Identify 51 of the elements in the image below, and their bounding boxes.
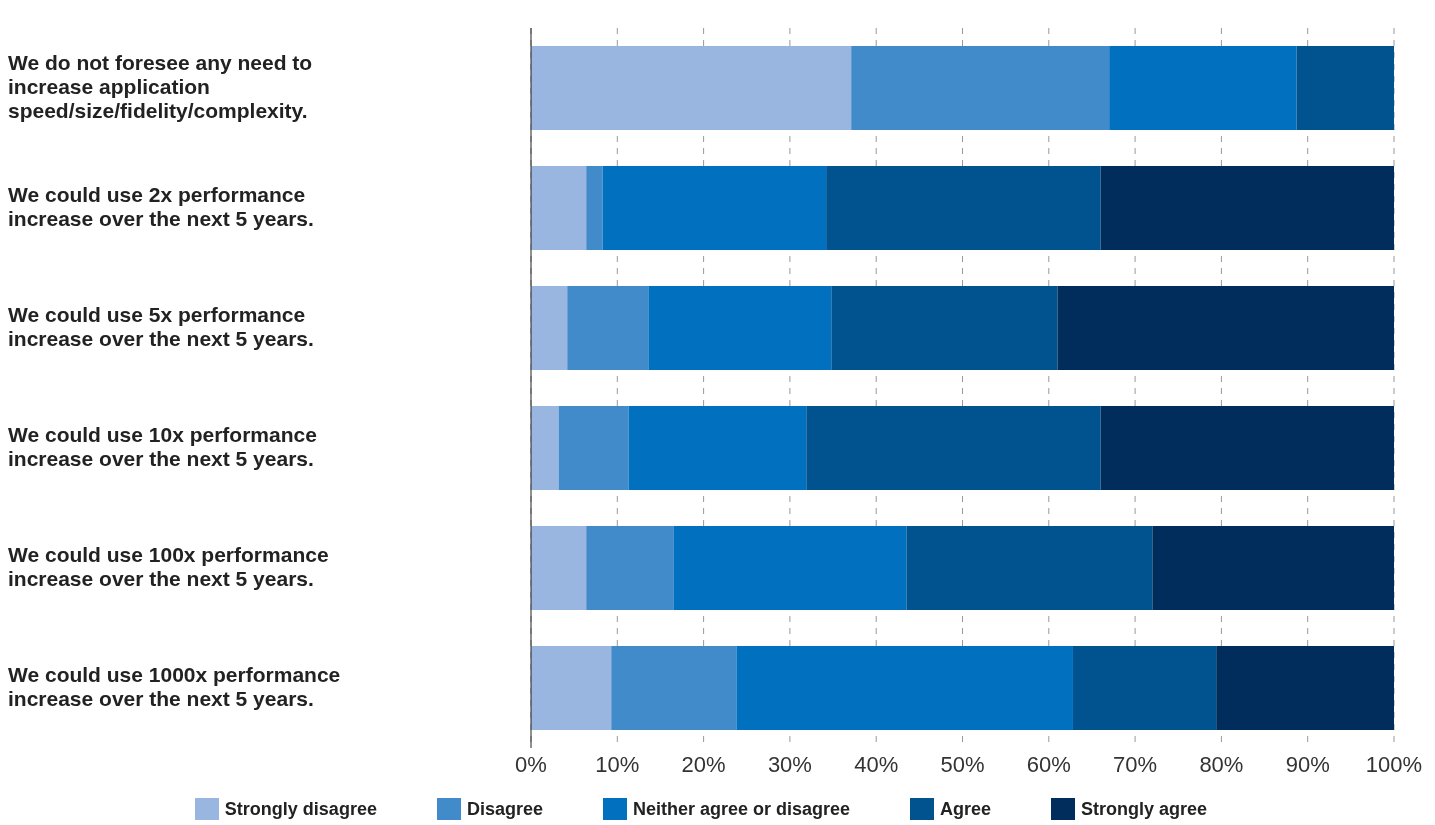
x-tick-label: 40% xyxy=(854,751,899,777)
bar xyxy=(531,166,587,250)
y-tick-label: We could use 100x performance increase over the next 5 years. xyxy=(8,542,329,590)
bar xyxy=(673,526,907,610)
x-tick-label: 50% xyxy=(940,751,985,777)
x-tick-label: 60% xyxy=(1026,751,1071,777)
y-tick-label: We could use 10x performance increase over the next 5 years. xyxy=(8,422,317,470)
bar xyxy=(1296,46,1394,130)
x-tick-label: 100% xyxy=(1365,751,1423,777)
bar xyxy=(531,286,568,370)
bar xyxy=(648,286,832,370)
bar xyxy=(1057,286,1394,370)
bar xyxy=(831,286,1058,370)
bar xyxy=(531,406,559,490)
y-tick-label: We could use 5x performance increase over the next 5 years. xyxy=(8,302,314,350)
bar xyxy=(611,646,737,730)
bar xyxy=(1109,46,1297,130)
y-tick-label: We could use 2x performance increase over the next 5 years. xyxy=(8,182,314,230)
bar xyxy=(531,46,852,130)
x-tick-label: 10% xyxy=(595,751,640,777)
legend-label: Disagree xyxy=(466,798,543,820)
x-tick-label: 20% xyxy=(681,751,726,777)
bar xyxy=(602,166,827,250)
x-tick-label: 80% xyxy=(1199,751,1244,777)
bar xyxy=(586,526,674,610)
bar xyxy=(558,406,629,490)
bar xyxy=(826,166,1101,250)
bar xyxy=(567,286,649,370)
x-tick-label: 70% xyxy=(1113,751,1158,777)
bar xyxy=(1152,526,1394,610)
bar xyxy=(586,166,603,250)
bar xyxy=(906,526,1153,610)
bar xyxy=(531,526,587,610)
bar xyxy=(736,646,1073,730)
y-tick-label: We could use 1000x performance increase over the next 5 years. xyxy=(8,662,341,710)
bar xyxy=(806,406,1101,490)
legend-label: Agree xyxy=(940,798,992,820)
bar xyxy=(851,46,1110,130)
bar xyxy=(1072,646,1217,730)
x-tick-label: 0% xyxy=(515,751,547,777)
x-tick-label: 90% xyxy=(1285,751,1330,777)
legend-label: Strongly disagree xyxy=(224,798,377,820)
legend-label: Strongly agree xyxy=(1081,798,1208,820)
bar xyxy=(628,406,807,490)
bar xyxy=(1100,166,1394,250)
bar xyxy=(1216,646,1394,730)
bar xyxy=(1100,406,1394,490)
x-tick-label: 30% xyxy=(767,751,812,777)
bar xyxy=(531,646,612,730)
y-tick-label: We do not foresee any need to increase application speed/size/fidelity/complexity. xyxy=(8,50,313,122)
legend-label: Neither agree or disagree xyxy=(632,798,851,820)
